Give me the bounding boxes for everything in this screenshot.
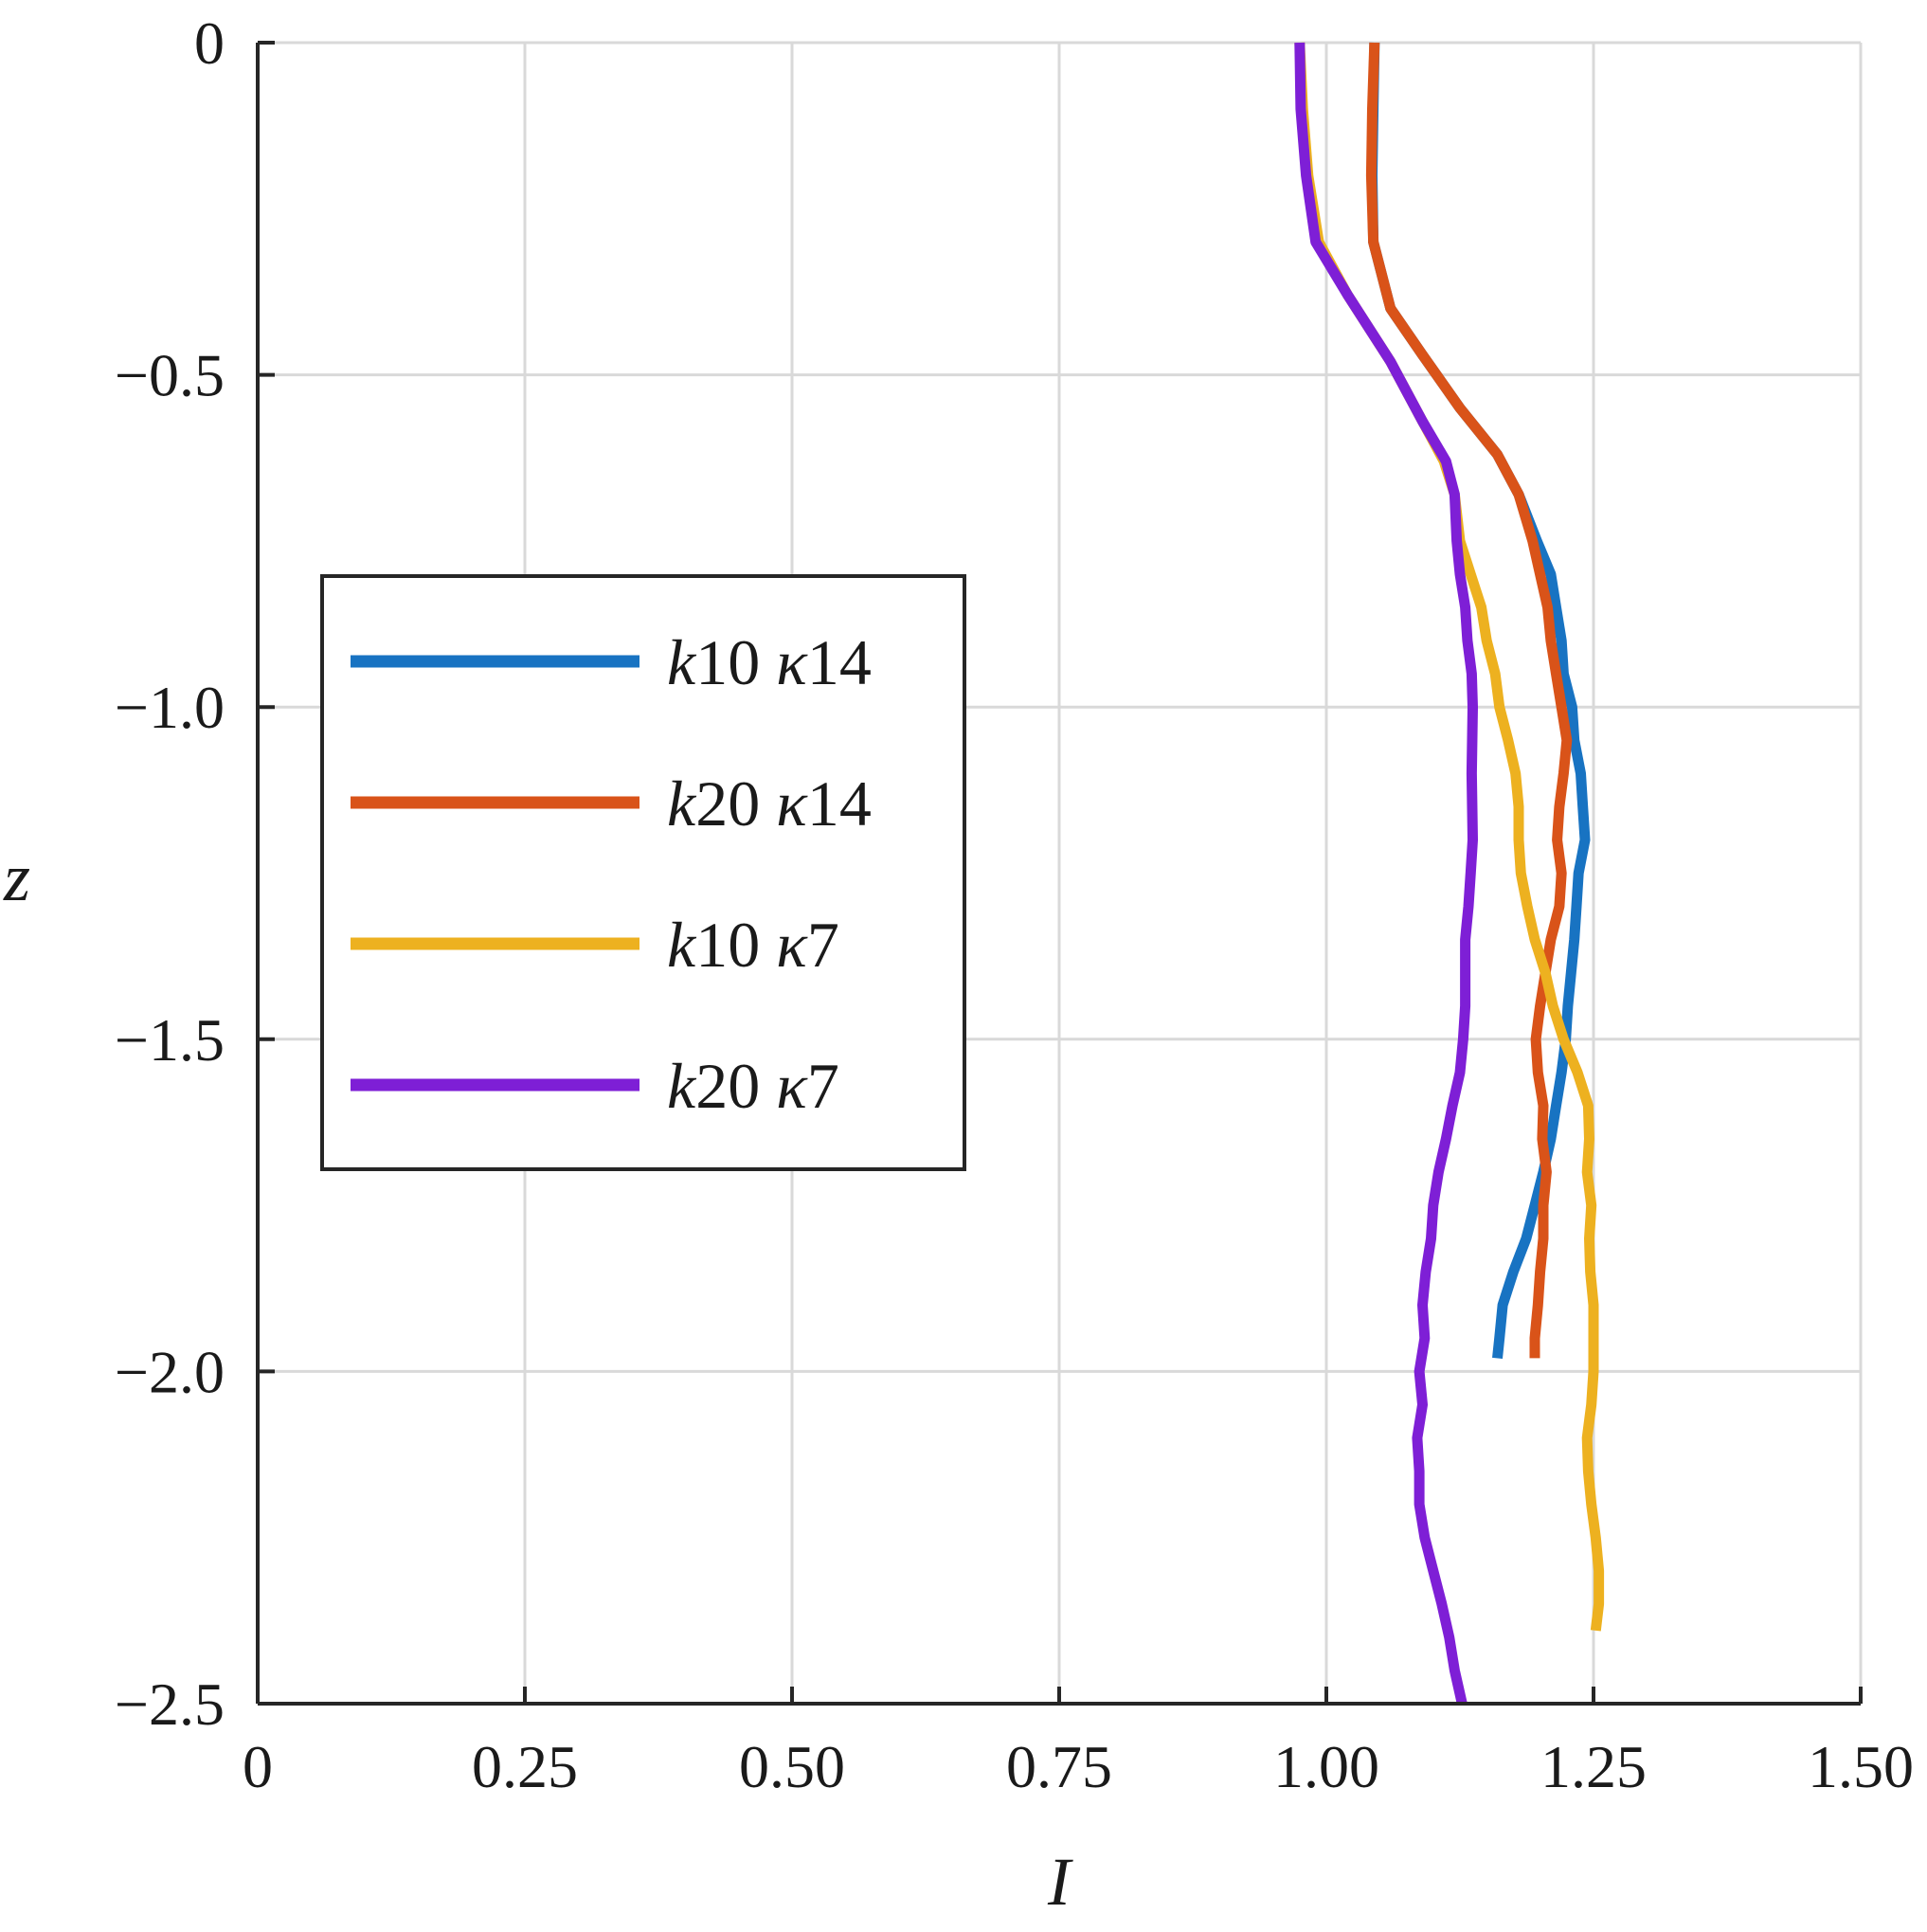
y-tick-label: 0 <box>194 9 225 77</box>
y-tick-label: −1.5 <box>115 1006 225 1074</box>
grid <box>258 41 1863 1704</box>
series-line-4 <box>1294 42 1478 1706</box>
y-tick-label: −0.5 <box>115 342 225 409</box>
legend-label-4: k20 κ7 <box>667 1050 839 1122</box>
y-axis-label: z <box>3 840 30 915</box>
legend-label-3: k10 κ7 <box>667 909 839 981</box>
x-tick-label: 1.25 <box>1540 1733 1647 1800</box>
series-line-1 <box>1367 42 1591 1359</box>
legend-label-2: k20 κ14 <box>667 767 872 840</box>
x-tick-label: 0.50 <box>739 1733 845 1800</box>
y-tick-label: −2.0 <box>115 1338 225 1405</box>
x-tick-label: 1.50 <box>1808 1733 1914 1800</box>
x-tick-label: 1.00 <box>1273 1733 1379 1800</box>
x-tick-label: 0 <box>243 1733 273 1800</box>
x-tick-label: 0.25 <box>472 1733 578 1800</box>
data-series <box>1294 42 1605 1706</box>
y-tick-label: −1.0 <box>115 674 225 741</box>
ticks: 0 0.25 0.50 0.75 1.00 1.25 1.50 0 −0.5 −1.0 −1.5 −2… <box>115 9 1914 1800</box>
legend: k10 κ14 k20 κ14 k10 κ7 k20 κ7 <box>320 574 966 1171</box>
x-axis-label: I <box>1047 1844 1073 1920</box>
y-tick-label: −2.5 <box>115 1670 225 1738</box>
legend-box <box>320 574 966 1171</box>
x-tick-label: 0.75 <box>1006 1733 1112 1800</box>
series-line-2 <box>1365 42 1573 1359</box>
legend-label-1: k10 κ14 <box>667 626 872 698</box>
